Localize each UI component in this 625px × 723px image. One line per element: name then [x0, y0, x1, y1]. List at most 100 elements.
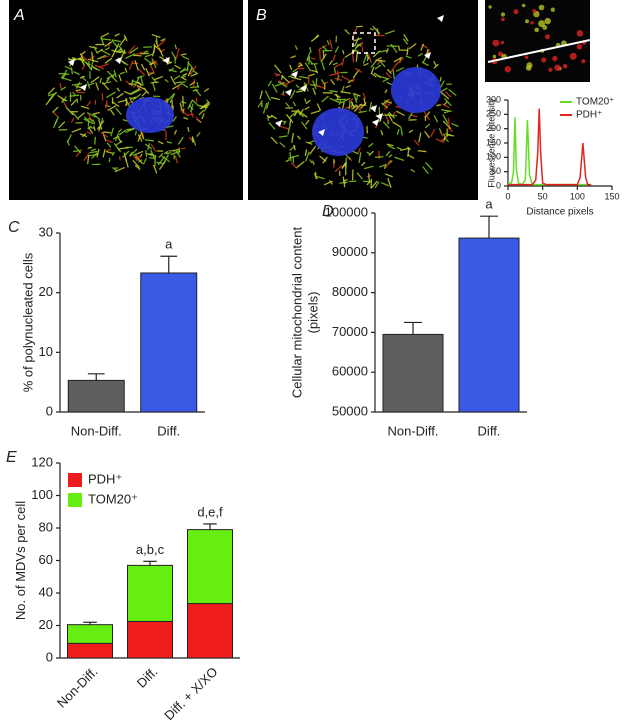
mitochondrion	[311, 35, 320, 42]
mitochondrion	[433, 63, 439, 69]
arrowhead	[370, 105, 377, 112]
mitochondrion	[289, 110, 298, 119]
mitochondrion	[99, 77, 102, 84]
mitochondrion	[420, 43, 425, 51]
inset-dot	[504, 66, 511, 73]
mitochondrion	[160, 38, 166, 42]
mitochondrion	[310, 57, 316, 60]
mitochondrion	[61, 73, 67, 77]
mitochondrion	[116, 87, 120, 92]
mitochondrion	[183, 117, 189, 120]
mitochondrion	[118, 129, 127, 136]
mitochondrion	[267, 115, 273, 118]
mitochondrion	[270, 136, 278, 145]
mitochondrion	[425, 123, 430, 129]
series-line	[508, 117, 592, 186]
legend-label: TOM20⁺	[576, 97, 614, 108]
bar-segment	[67, 642, 113, 659]
mitochondrion	[156, 39, 166, 48]
mitochondrion	[387, 177, 392, 189]
mitochondrion	[105, 148, 112, 152]
mitochondrion	[75, 89, 81, 92]
mitochondrion	[425, 162, 433, 170]
mitochondrion	[285, 159, 290, 163]
inset-dot	[500, 12, 506, 17]
mitochondrion	[396, 110, 405, 116]
mitochondrion	[352, 77, 355, 83]
x-tick-label: 0	[505, 191, 510, 201]
mitochondrion	[164, 79, 169, 83]
mitochondrion	[66, 140, 70, 146]
x-tick-label: 50	[538, 191, 548, 201]
mitochondrion	[180, 53, 187, 56]
bar	[140, 272, 198, 413]
nucleus	[312, 108, 364, 156]
mitochondrion	[363, 97, 367, 106]
mitochondrion	[88, 114, 92, 120]
y-axis-label: No. of MDVs per cell	[13, 501, 28, 620]
mitochondrion	[355, 25, 363, 28]
mitochondrion	[83, 118, 94, 125]
mitochondrion	[439, 131, 444, 137]
mitochondrion	[259, 90, 263, 100]
mitochondrion	[153, 61, 159, 66]
mitochondrion	[87, 125, 92, 130]
mitochondrion	[443, 136, 446, 142]
mitochondrion	[106, 91, 116, 98]
profile-line	[487, 39, 591, 63]
mitochondrion	[352, 44, 359, 54]
mitochondrion	[270, 114, 277, 120]
mitochondrion	[53, 118, 58, 129]
mitochondrion	[293, 109, 299, 117]
mitochondrion	[362, 92, 366, 99]
mitochondrion	[47, 87, 55, 95]
mitochondrion	[133, 156, 139, 161]
panel-label: B	[256, 7, 267, 24]
mitochondrion	[386, 143, 394, 147]
mitochondrion	[139, 129, 145, 140]
mitochondrion	[329, 97, 340, 103]
y-tick-label: 70000	[332, 324, 368, 339]
mitochondrion	[129, 151, 133, 157]
mitochondrion	[150, 65, 155, 73]
mitochondrion	[403, 38, 408, 45]
mitochondrion	[315, 77, 318, 86]
mitochondrion	[319, 155, 327, 162]
mitochondrion	[274, 82, 285, 87]
mitochondrion	[275, 73, 281, 77]
mitochondrion	[101, 81, 110, 91]
mitochondrion	[112, 135, 120, 140]
mitochondrion	[175, 47, 180, 59]
mitochondrion	[343, 179, 346, 185]
y-tick-label: 100	[486, 152, 501, 162]
mitochondrion	[394, 156, 405, 161]
y-tick-label: 250	[486, 109, 501, 119]
mitochondrion	[106, 142, 112, 148]
mitochondrion	[200, 103, 210, 110]
mitochondrion	[79, 75, 85, 79]
mitochondrion	[155, 40, 159, 47]
mitochondrion	[366, 56, 369, 62]
mitochondrion	[418, 132, 422, 143]
mitochondrion	[297, 135, 301, 140]
mitochondrion	[354, 37, 360, 47]
mitochondrion	[187, 99, 193, 110]
mitochondrion	[116, 93, 124, 99]
y-tick-label: 150	[486, 137, 501, 147]
bar-segment	[127, 620, 173, 659]
mitochondrion	[84, 116, 89, 121]
mitochondrion	[279, 142, 286, 148]
arrowhead	[285, 89, 292, 96]
mitochondrion	[174, 44, 177, 50]
mitochondrion	[181, 83, 189, 88]
mitochondrion	[174, 155, 178, 164]
mitochondrion	[377, 75, 388, 80]
mitochondrion	[52, 106, 59, 113]
mitochondrion	[312, 87, 316, 95]
panel-label: D	[322, 203, 334, 220]
mitochondrion	[106, 151, 114, 154]
mitochondrion	[78, 58, 86, 61]
mitochondrion	[100, 131, 109, 138]
arrowhead	[424, 52, 431, 59]
mitochondrion	[433, 61, 437, 67]
